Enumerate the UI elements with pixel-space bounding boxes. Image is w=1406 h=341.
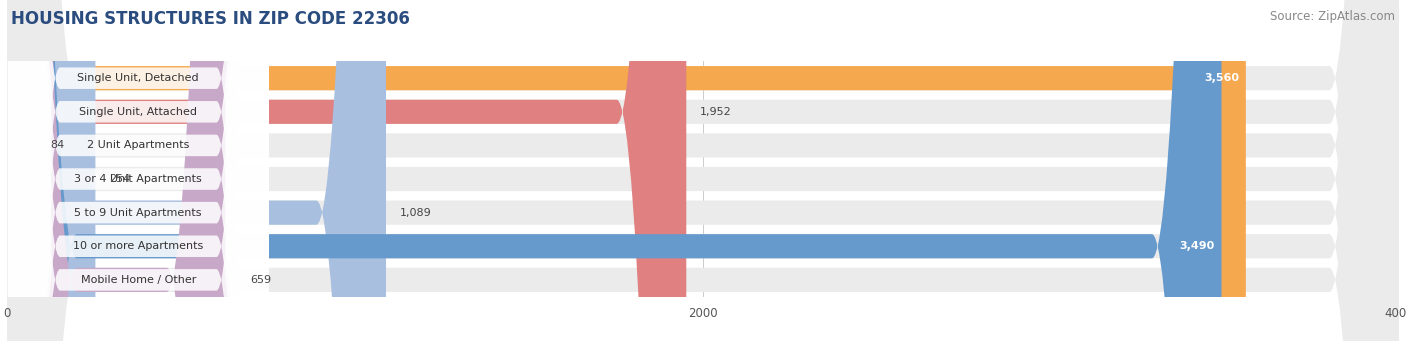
Text: Single Unit, Attached: Single Unit, Attached bbox=[79, 107, 197, 117]
FancyBboxPatch shape bbox=[7, 0, 269, 341]
Text: 10 or more Apartments: 10 or more Apartments bbox=[73, 241, 204, 251]
Text: 254: 254 bbox=[110, 174, 131, 184]
Text: Mobile Home / Other: Mobile Home / Other bbox=[80, 275, 195, 285]
Text: 1,952: 1,952 bbox=[700, 107, 733, 117]
FancyBboxPatch shape bbox=[0, 0, 77, 341]
Text: 2 Unit Apartments: 2 Unit Apartments bbox=[87, 140, 190, 150]
FancyBboxPatch shape bbox=[7, 0, 236, 341]
FancyBboxPatch shape bbox=[7, 0, 686, 341]
Text: Source: ZipAtlas.com: Source: ZipAtlas.com bbox=[1270, 10, 1395, 23]
Text: HOUSING STRUCTURES IN ZIP CODE 22306: HOUSING STRUCTURES IN ZIP CODE 22306 bbox=[11, 10, 411, 28]
FancyBboxPatch shape bbox=[7, 0, 1399, 341]
FancyBboxPatch shape bbox=[7, 0, 1399, 341]
FancyBboxPatch shape bbox=[7, 0, 1222, 341]
Text: 3 or 4 Unit Apartments: 3 or 4 Unit Apartments bbox=[75, 174, 202, 184]
FancyBboxPatch shape bbox=[7, 0, 269, 341]
FancyBboxPatch shape bbox=[7, 0, 1399, 341]
FancyBboxPatch shape bbox=[7, 0, 1246, 341]
FancyBboxPatch shape bbox=[7, 0, 269, 341]
FancyBboxPatch shape bbox=[7, 0, 269, 341]
FancyBboxPatch shape bbox=[7, 0, 269, 341]
FancyBboxPatch shape bbox=[7, 0, 269, 341]
Text: 1,089: 1,089 bbox=[399, 208, 432, 218]
FancyBboxPatch shape bbox=[7, 0, 387, 341]
Text: 659: 659 bbox=[250, 275, 271, 285]
Text: Single Unit, Detached: Single Unit, Detached bbox=[77, 73, 200, 83]
FancyBboxPatch shape bbox=[7, 0, 1399, 341]
Text: 84: 84 bbox=[51, 140, 65, 150]
Text: 5 to 9 Unit Apartments: 5 to 9 Unit Apartments bbox=[75, 208, 202, 218]
FancyBboxPatch shape bbox=[7, 0, 1399, 341]
FancyBboxPatch shape bbox=[7, 0, 1399, 341]
FancyBboxPatch shape bbox=[7, 0, 96, 341]
Text: 3,490: 3,490 bbox=[1180, 241, 1215, 251]
Text: 3,560: 3,560 bbox=[1204, 73, 1239, 83]
FancyBboxPatch shape bbox=[7, 0, 1399, 341]
FancyBboxPatch shape bbox=[7, 0, 269, 341]
